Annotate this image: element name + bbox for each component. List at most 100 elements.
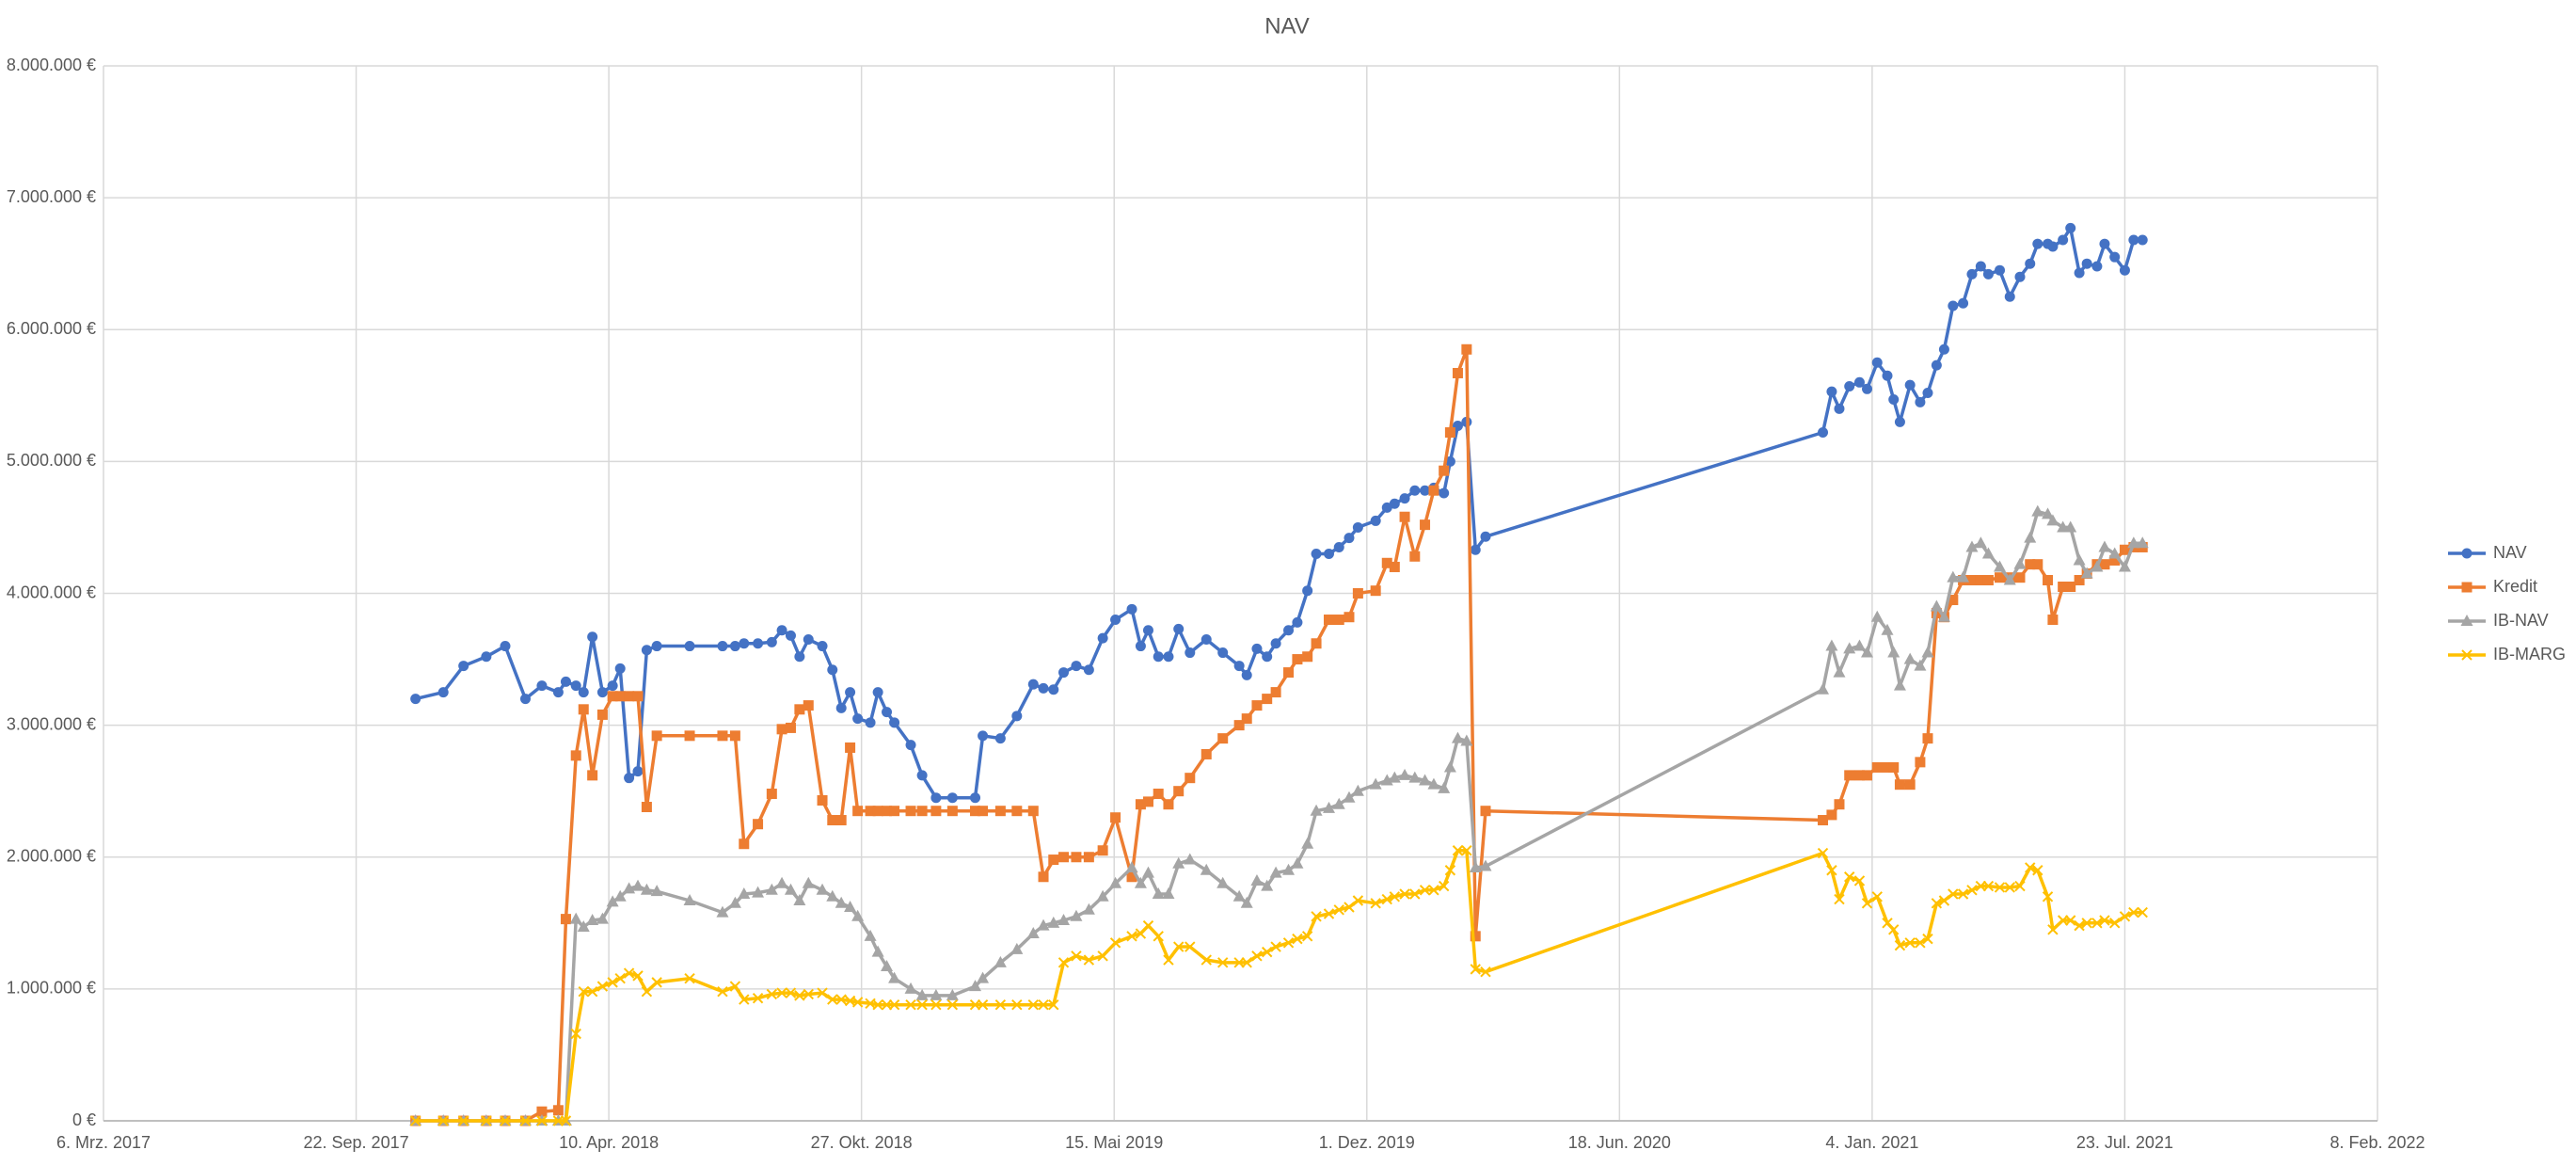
marker <box>2074 267 2085 279</box>
marker <box>1057 957 1070 968</box>
marker <box>2099 915 2110 926</box>
marker <box>1861 898 1873 909</box>
marker <box>1399 493 1410 504</box>
y-tick-label: 0 € <box>72 1110 96 1129</box>
marker <box>1333 904 1344 916</box>
marker <box>844 900 857 912</box>
marker <box>865 717 876 728</box>
marker <box>1216 957 1229 968</box>
marker <box>1428 485 1439 496</box>
marker <box>1126 603 1137 615</box>
marker <box>1038 871 1049 883</box>
marker <box>835 896 848 908</box>
marker <box>1333 615 1344 626</box>
y-tick-label: 7.000.000 € <box>7 187 96 206</box>
marker <box>2065 915 2076 926</box>
marker <box>1975 574 1986 585</box>
marker <box>607 977 618 988</box>
marker <box>1904 779 1916 791</box>
marker <box>2032 865 2043 876</box>
legend-marker <box>2461 649 2473 661</box>
marker <box>930 806 942 817</box>
marker <box>1370 898 1381 909</box>
marker <box>1888 761 1900 773</box>
marker <box>1344 612 1355 623</box>
marker <box>1834 893 1845 905</box>
marker <box>632 970 644 982</box>
marker <box>500 1115 511 1126</box>
marker <box>651 977 662 988</box>
marker <box>1083 664 1094 676</box>
marker <box>1965 540 1979 552</box>
marker <box>1444 865 1456 876</box>
marker <box>1982 268 1994 280</box>
marker <box>1217 733 1229 744</box>
marker <box>1419 774 1432 786</box>
marker <box>785 722 796 733</box>
marker <box>1216 876 1230 888</box>
marker <box>2025 258 2036 269</box>
marker <box>977 971 990 983</box>
marker <box>632 766 644 777</box>
marker <box>2128 906 2139 918</box>
marker <box>1452 367 1463 378</box>
marker <box>570 680 581 692</box>
marker <box>1833 665 1846 678</box>
marker <box>1915 396 1926 407</box>
y-tick-label: 1.000.000 € <box>7 979 96 998</box>
marker <box>519 1115 532 1126</box>
marker <box>872 998 883 1011</box>
marker <box>1027 679 1039 690</box>
marker <box>1232 889 1246 902</box>
marker <box>1871 357 1883 368</box>
marker <box>915 988 929 1000</box>
marker <box>1311 548 1322 559</box>
marker <box>1010 942 1024 954</box>
marker <box>2024 531 2037 543</box>
marker <box>1097 845 1108 856</box>
marker <box>2004 291 2015 302</box>
marker <box>1930 599 1943 612</box>
marker <box>1818 427 1829 439</box>
marker <box>1302 585 1313 597</box>
marker <box>1240 896 1253 908</box>
marker <box>835 994 847 1005</box>
marker <box>776 625 787 636</box>
marker <box>817 987 828 998</box>
marker <box>1201 748 1212 759</box>
marker <box>1982 880 1995 892</box>
marker <box>1083 954 1095 966</box>
marker <box>776 724 787 735</box>
marker <box>1142 919 1154 932</box>
marker <box>1083 852 1094 863</box>
marker <box>1096 889 1109 902</box>
marker <box>785 987 797 998</box>
marker <box>766 636 777 647</box>
marker <box>994 955 1007 967</box>
marker <box>1241 957 1252 968</box>
marker <box>2031 504 2044 517</box>
marker <box>930 988 943 1000</box>
marker <box>437 687 449 698</box>
legend-marker <box>2461 548 2473 559</box>
marker <box>1853 875 1866 886</box>
marker <box>1389 561 1400 572</box>
series-line <box>415 347 2143 1123</box>
marker <box>1011 806 1023 817</box>
marker <box>865 806 876 817</box>
marker <box>578 704 589 715</box>
marker <box>1931 898 1943 909</box>
marker <box>785 630 796 641</box>
marker <box>1894 779 1905 791</box>
marker <box>2065 581 2076 592</box>
marker <box>1323 908 1335 919</box>
marker <box>2032 238 2043 249</box>
marker <box>1903 652 1916 664</box>
marker <box>2118 560 2131 572</box>
marker <box>2119 544 2130 555</box>
marker <box>2080 567 2093 579</box>
y-tick-label: 8.000.000 € <box>7 56 96 74</box>
marker <box>1915 757 1926 768</box>
marker <box>1047 916 1060 928</box>
